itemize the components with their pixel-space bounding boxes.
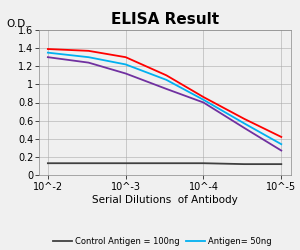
Antigen= 10ng — [165, 88, 168, 90]
Control Antigen = 100ng — [280, 163, 283, 166]
Antigen= 50ng — [242, 122, 246, 125]
Control Antigen = 100ng — [242, 163, 246, 166]
Antigen= 100ng — [165, 74, 168, 77]
Line: Antigen= 50ng: Antigen= 50ng — [48, 53, 281, 144]
Antigen= 100ng — [46, 48, 50, 50]
Antigen= 10ng — [242, 126, 246, 130]
Antigen= 10ng — [280, 149, 283, 152]
Antigen= 100ng — [242, 117, 246, 120]
Antigen= 10ng — [87, 61, 90, 64]
Antigen= 50ng — [46, 51, 50, 54]
Antigen= 10ng — [202, 101, 205, 104]
Antigen= 50ng — [280, 143, 283, 146]
Antigen= 50ng — [87, 56, 90, 59]
Control Antigen = 100ng — [165, 162, 168, 165]
Antigen= 50ng — [124, 63, 128, 66]
Title: ELISA Result: ELISA Result — [111, 12, 219, 28]
Antigen= 10ng — [124, 72, 128, 75]
Antigen= 100ng — [124, 56, 128, 59]
Control Antigen = 100ng — [87, 162, 90, 165]
Antigen= 50ng — [202, 98, 205, 101]
Legend: Control Antigen = 100ng, Antigen= 10ng, Antigen= 50ng, Antigen= 100ng: Control Antigen = 100ng, Antigen= 10ng, … — [51, 234, 279, 250]
Text: O.D.: O.D. — [6, 18, 29, 28]
Antigen= 100ng — [202, 96, 205, 98]
Control Antigen = 100ng — [202, 162, 205, 165]
Antigen= 50ng — [165, 78, 168, 81]
Control Antigen = 100ng — [46, 162, 50, 165]
Control Antigen = 100ng — [124, 162, 128, 165]
Line: Antigen= 100ng: Antigen= 100ng — [48, 49, 281, 137]
Antigen= 10ng — [46, 56, 50, 59]
Line: Control Antigen = 100ng: Control Antigen = 100ng — [48, 163, 281, 164]
Line: Antigen= 10ng: Antigen= 10ng — [48, 57, 281, 150]
Antigen= 100ng — [87, 49, 90, 52]
X-axis label: Serial Dilutions  of Antibody: Serial Dilutions of Antibody — [92, 195, 238, 205]
Antigen= 100ng — [280, 136, 283, 138]
